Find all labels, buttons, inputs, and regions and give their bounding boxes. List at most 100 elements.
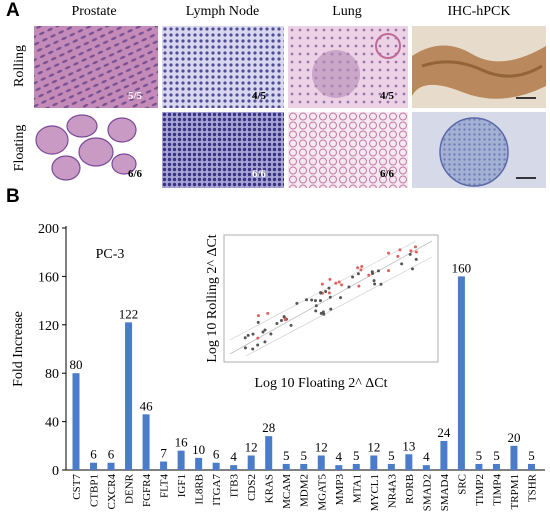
- category-label: FLT4: [159, 474, 171, 499]
- tissue-texture: [412, 26, 546, 108]
- inset-point: [379, 282, 383, 286]
- inset-point: [269, 332, 273, 336]
- bar-value-label: 5: [283, 448, 290, 463]
- bar-value-label: 28: [262, 420, 275, 435]
- bar-itb3: [230, 465, 238, 470]
- bar-cst7: [72, 373, 80, 470]
- inset-point: [251, 332, 255, 336]
- floating-lymph-node-micrograph: [162, 112, 284, 188]
- tissue-texture: [162, 26, 284, 108]
- panel-a-letter: A: [6, 0, 20, 21]
- rolling-lung-micrograph: [288, 26, 408, 108]
- bar-value-label: 160: [452, 260, 472, 275]
- y-axis-label: Fold Increase: [11, 311, 26, 387]
- bar-value-label: 5: [300, 448, 307, 463]
- inset-point: [266, 311, 270, 315]
- column-title-lymph-node: Lymph Node: [185, 4, 260, 19]
- y-tick-label: 120: [38, 319, 59, 334]
- bar-fgfr4: [142, 414, 150, 470]
- bar-smad2: [422, 465, 430, 470]
- bar-value-label: 5: [493, 448, 500, 463]
- bar-src: [457, 276, 465, 470]
- bar-value-label: 5: [388, 448, 395, 463]
- bar-ctbp1: [90, 462, 98, 470]
- category-label: NR4A3: [386, 474, 398, 509]
- floating-ihc-micrograph: [412, 112, 546, 188]
- floating-prostate-micrograph: [34, 112, 158, 188]
- category-label: TIMP2: [474, 474, 486, 506]
- inset-point: [328, 277, 332, 281]
- inset-point: [414, 257, 418, 261]
- inset-point: [410, 267, 414, 271]
- bar-cds2: [247, 455, 255, 470]
- inset-point: [367, 273, 371, 277]
- category-label: SMAD4: [439, 474, 451, 512]
- bar-value-label: 6: [108, 447, 115, 462]
- bar-value-label: 122: [119, 306, 139, 321]
- inset-point: [396, 254, 400, 258]
- category-label: MDM2: [299, 474, 311, 507]
- inset-point: [356, 272, 360, 276]
- inset-point: [310, 298, 314, 302]
- bar-kras: [265, 436, 273, 470]
- inset-boundary-lower: [245, 256, 433, 357]
- bar-value-label: 5: [476, 448, 483, 463]
- bar-denr: [125, 322, 133, 470]
- bar-tshr: [527, 463, 535, 470]
- category-label: IL8RB: [194, 474, 206, 505]
- inset-point: [337, 280, 341, 284]
- chart-title: PC-3: [96, 247, 125, 262]
- bar-mta1: [352, 463, 360, 470]
- inset-point: [314, 309, 318, 313]
- category-label: TRPM1: [509, 474, 521, 509]
- inset-point: [256, 336, 260, 340]
- category-label: SMAD2: [421, 474, 433, 511]
- inset-point: [409, 249, 413, 253]
- inset-point: [387, 251, 391, 255]
- ratio-floating-lung: 6/6: [380, 168, 395, 180]
- category-label: ITB3: [229, 474, 241, 498]
- floating-lung-micrograph: [288, 112, 408, 188]
- bar-timp2: [475, 463, 483, 470]
- bar-value-label: 5: [353, 448, 360, 463]
- inset-point: [413, 245, 417, 249]
- inset-point: [243, 336, 247, 340]
- inset-point: [256, 314, 260, 318]
- inset-point: [305, 298, 309, 302]
- category-label: KRAS: [264, 474, 276, 503]
- inset-point: [408, 252, 412, 256]
- bar-value-label: 6: [90, 447, 97, 462]
- tissue-texture: [288, 26, 408, 108]
- y-tick-label: 0: [52, 464, 59, 479]
- inset-point: [376, 269, 380, 273]
- category-label: TSHR: [526, 473, 538, 502]
- bar-value-label: 5: [528, 448, 535, 463]
- bar-mgat5: [317, 455, 325, 470]
- bar-value-label: 4: [230, 449, 237, 464]
- y-tick-label: 80: [45, 367, 59, 382]
- inset-point: [372, 279, 376, 283]
- bar-value-label: 12: [315, 439, 328, 454]
- inset-point: [387, 269, 391, 273]
- inset-point: [328, 295, 332, 299]
- inset-point: [246, 333, 250, 337]
- category-label: MGAT5: [316, 474, 328, 511]
- inset-point: [356, 266, 360, 270]
- bar-mmp3: [335, 465, 343, 470]
- category-label: MMP3: [334, 474, 346, 506]
- bar-value-label: 10: [192, 442, 205, 457]
- inset-point: [373, 282, 377, 286]
- inset-point: [351, 275, 355, 279]
- inset-point: [275, 321, 279, 325]
- inset-x-label: Log 10 Floating 2^ ΔCt: [254, 376, 387, 391]
- bar-flt4: [160, 461, 168, 470]
- inset-point: [318, 299, 322, 303]
- column-title-ihc-hpck: IHC-hPCK: [447, 4, 511, 19]
- category-label: ITGA7: [211, 474, 223, 506]
- bar-value-label: 12: [367, 439, 380, 454]
- inset-point: [279, 319, 283, 323]
- panel-b-letter: B: [6, 186, 20, 207]
- bar-value-label: 13: [402, 438, 415, 453]
- tissue-texture: [34, 26, 158, 108]
- category-label: TIMP4: [491, 474, 503, 506]
